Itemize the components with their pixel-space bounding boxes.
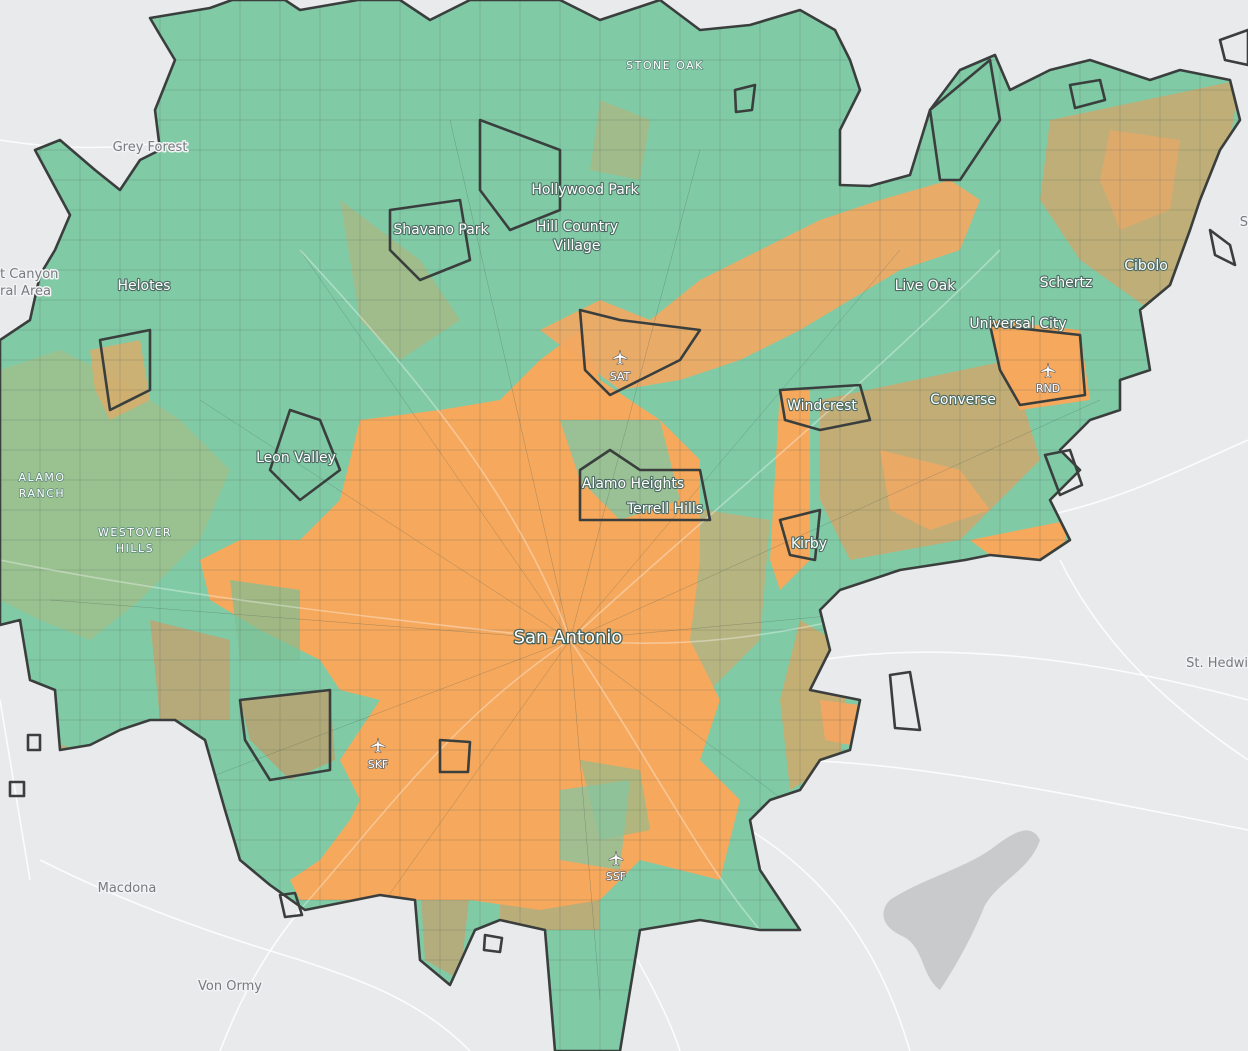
- label-leon-valley: Leon Valley: [256, 450, 336, 466]
- label-windcrest: Windcrest: [787, 398, 857, 414]
- label-helotes: Helotes: [118, 278, 171, 294]
- label-st-hedwig: St. Hedwi: [1186, 656, 1248, 671]
- label-grey-forest: Grey Forest: [113, 140, 188, 155]
- lake: [883, 830, 1040, 990]
- label-live-oak: Live Oak: [895, 278, 957, 294]
- label-airport-rnd: RND: [1036, 382, 1060, 395]
- label-edge-s: S: [1240, 215, 1248, 230]
- label-westover-hills-1: WESTOVER: [98, 526, 172, 539]
- background-roads: [0, 139, 1248, 1051]
- label-alamo-heights: Alamo Heights: [582, 476, 684, 492]
- label-schertz: Schertz: [1040, 275, 1093, 291]
- label-hill-country-village-1: Hill Country: [536, 219, 618, 235]
- label-macdona: Macdona: [98, 881, 157, 896]
- label-canyon-area-1: t Canyon: [0, 267, 58, 282]
- label-canyon-area-2: ral Area: [0, 284, 51, 299]
- label-alamo-ranch-1: ALAMO: [18, 471, 65, 484]
- label-kirby: Kirby: [791, 536, 827, 552]
- label-alamo-ranch-2: RANCH: [19, 487, 65, 500]
- label-universal-city: Universal City: [969, 316, 1066, 332]
- map-labels: STONE OAK Grey Forest Hollywood Park Sha…: [0, 58, 1248, 995]
- label-converse: Converse: [930, 392, 996, 408]
- label-stone-oak: STONE OAK: [626, 59, 704, 72]
- label-westover-hills-2: HILLS: [116, 542, 154, 555]
- label-san-antonio: San Antonio: [514, 627, 623, 648]
- label-hollywood-park: Hollywood Park: [531, 182, 639, 198]
- label-shavano-park: Shavano Park: [393, 222, 489, 238]
- label-airport-sat: SAT: [610, 370, 631, 383]
- label-von-ormy: Von Ormy: [198, 979, 262, 994]
- label-airport-skf: SKF: [368, 758, 389, 771]
- label-terrell-hills: Terrell Hills: [626, 501, 703, 517]
- label-hill-country-village-2: Village: [553, 238, 600, 254]
- label-cibolo: Cibolo: [1124, 258, 1168, 274]
- label-airport-ssf: SSF: [606, 870, 626, 883]
